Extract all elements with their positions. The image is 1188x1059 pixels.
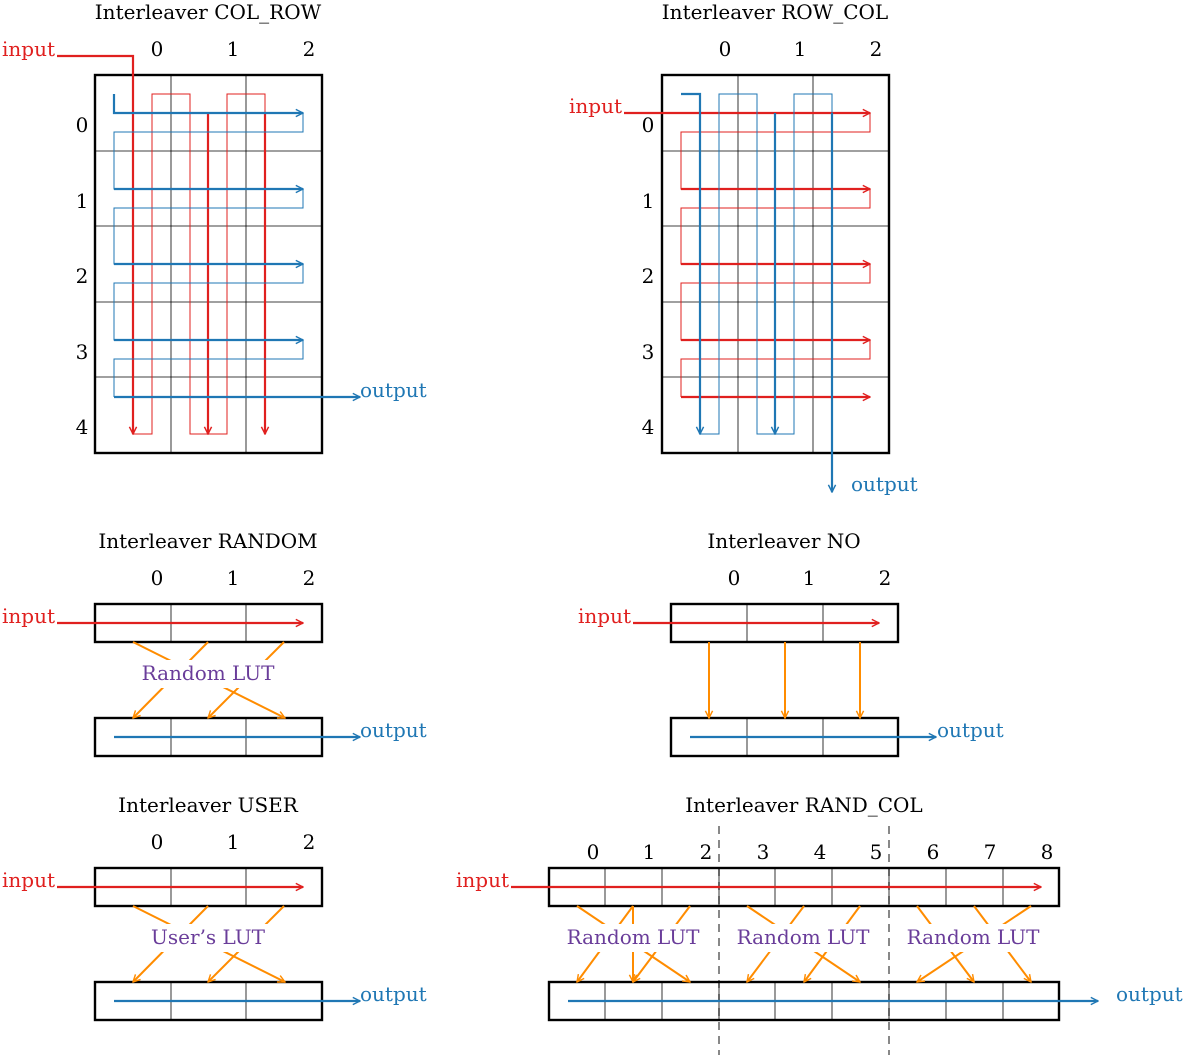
read-path [112, 94, 360, 397]
lut-label-bg [140, 924, 276, 952]
col-index: 0 [151, 830, 164, 854]
input-label: input [2, 604, 55, 628]
input-label: input [2, 868, 55, 892]
output-label: output [937, 718, 1004, 742]
panel-no: Interleaver NO 0 1 2 input output [578, 529, 1004, 758]
row-index: 3 [76, 340, 89, 364]
output-label: output [1116, 982, 1183, 1006]
write-path [57, 54, 265, 434]
panel-title: Interleaver COL_ROW [95, 0, 322, 24]
col-index: 1 [227, 37, 240, 61]
col-index: 1 [794, 37, 807, 61]
panel-title: Interleaver ROW_COL [662, 0, 888, 24]
col-index: 0 [587, 840, 600, 864]
row-index: 2 [76, 264, 89, 288]
input-label: input [2, 37, 55, 61]
read-path [681, 92, 832, 492]
col-index: 2 [303, 830, 316, 854]
lut-label: Random LUT [142, 661, 276, 685]
row-index: 4 [642, 415, 655, 439]
col-index: 8 [1041, 840, 1054, 864]
col-index: 0 [719, 37, 732, 61]
col-index: 0 [151, 566, 164, 590]
panel-random: Interleaver RANDOM 0 1 2 Random LUT inpu… [2, 529, 427, 758]
panel-title: Interleaver NO [707, 529, 860, 553]
col-index: 6 [927, 840, 940, 864]
panel-rand-col: Interleaver RAND_COL 0 1 2 3 4 5 6 7 8 [456, 793, 1183, 1055]
col-index: 4 [814, 840, 827, 864]
col-index: 1 [227, 830, 240, 854]
col-index: 2 [303, 566, 316, 590]
output-label: output [360, 982, 427, 1006]
row-index: 1 [76, 189, 89, 213]
col-index: 0 [151, 37, 164, 61]
lut-label: Random LUT [567, 925, 701, 949]
col-index: 2 [879, 566, 892, 590]
col-index: 5 [870, 840, 883, 864]
output-label: output [851, 472, 918, 496]
row-index: 3 [642, 340, 655, 364]
lut-label: User’s LUT [151, 925, 266, 949]
row-index: 0 [642, 113, 655, 137]
lut-label-bg [560, 924, 706, 952]
panel-user: Interleaver USER 0 1 2 User’s LUT input … [2, 793, 427, 1022]
lut-label: Random LUT [737, 925, 871, 949]
col-index: 0 [728, 566, 741, 590]
output-label: output [360, 378, 427, 402]
col-index: 7 [984, 840, 997, 864]
identity-mapping [709, 642, 860, 718]
panel-col-row: Interleaver COL_ROW 0 1 2 0 1 2 3 4 [2, 0, 427, 455]
input-label: input [569, 94, 622, 118]
col-index: 1 [643, 840, 656, 864]
group-dividers [718, 826, 890, 1055]
input-label: input [578, 604, 631, 628]
row-index: 4 [76, 415, 89, 439]
output-label: output [360, 718, 427, 742]
lut-label: Random LUT [907, 925, 1041, 949]
panel-row-col: Interleaver ROW_COL 0 1 2 0 1 2 3 4 [569, 0, 918, 496]
lut-label-bg [900, 924, 1046, 952]
panel-title: Interleaver RANDOM [98, 529, 317, 553]
col-index: 2 [870, 37, 883, 61]
col-index: 2 [303, 37, 316, 61]
lut-label-bg [134, 660, 282, 688]
panel-title: Interleaver RAND_COL [685, 793, 922, 817]
lut-label-bg [730, 924, 876, 952]
panel-title: Interleaver USER [118, 793, 299, 817]
input-label: input [456, 868, 509, 892]
col-index: 2 [700, 840, 713, 864]
col-index: 1 [803, 566, 816, 590]
row-index: 1 [642, 189, 655, 213]
row-index: 2 [642, 264, 655, 288]
col-index: 1 [227, 566, 240, 590]
col-index: 3 [757, 840, 770, 864]
row-index: 0 [76, 113, 89, 137]
